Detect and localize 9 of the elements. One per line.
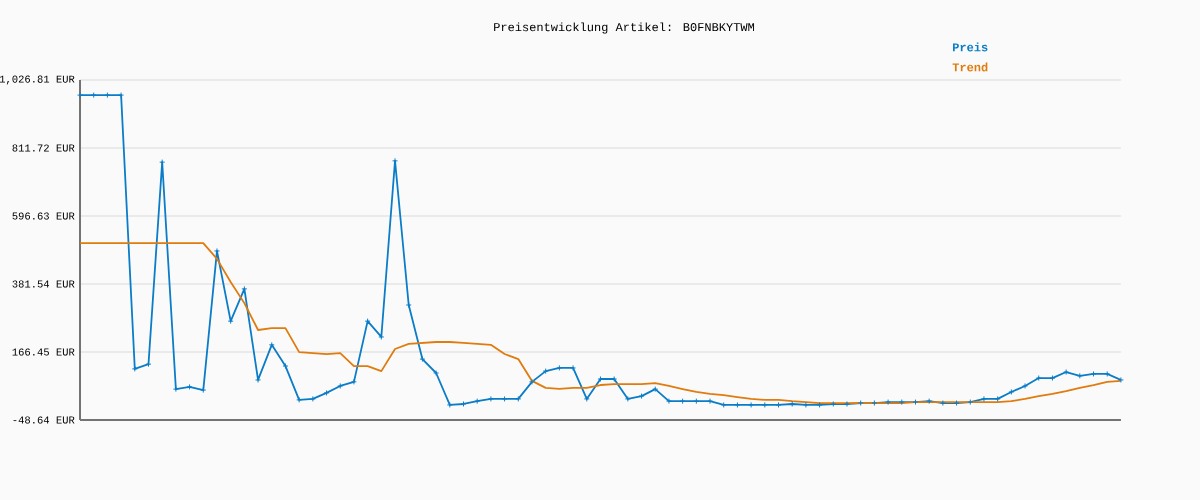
y-tick-label: 166.45 EUR [12, 348, 75, 356]
text: Preis [953, 42, 988, 52]
text: Trend [952, 62, 988, 72]
chart-title: Preisentwicklung Artikel: B0FNBKYTWM [494, 22, 755, 34]
y-tick-label: -48.64 EUR [13, 416, 75, 424]
y-tick-label: 596.63 EUR [12, 212, 75, 220]
y-tick-label: 1,026.81 EUR [0, 75, 75, 85]
y-tick-label: 811.72 EUR [12, 144, 75, 152]
y-tick-label: 381.54 EUR [12, 280, 75, 288]
